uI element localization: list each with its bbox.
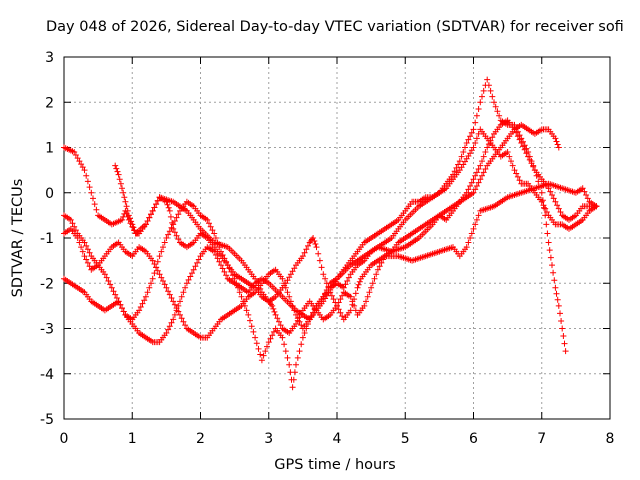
series-5-markers <box>112 121 562 336</box>
series-1-markers <box>61 144 600 323</box>
series-1 <box>61 144 600 323</box>
series-3-markers <box>61 117 600 341</box>
x-tick-label: 5 <box>401 431 410 447</box>
y-tick-label: 0 <box>45 186 54 202</box>
series-3 <box>61 117 600 341</box>
x-tick-label: 1 <box>128 431 137 447</box>
y-axis-label: SDTVAR / TECUs <box>10 178 26 298</box>
x-axis-label: GPS time / hours <box>274 457 396 473</box>
x-tick-label: 6 <box>469 431 478 447</box>
data-points <box>61 76 600 391</box>
y-tick-label: 1 <box>45 141 54 157</box>
x-tick-label: 7 <box>537 431 546 447</box>
series-5 <box>112 121 562 336</box>
y-tick-label: -5 <box>40 412 54 428</box>
chart-title: Day 048 of 2026, Sidereal Day-to-day VTE… <box>46 19 624 35</box>
y-tick-label: -3 <box>40 322 54 338</box>
y-tick-label: -1 <box>40 231 54 247</box>
series-4-markers <box>61 76 569 391</box>
x-tick-label: 4 <box>333 431 342 447</box>
x-tick-label: 2 <box>196 431 205 447</box>
y-tick-label: 3 <box>45 50 54 66</box>
y-tick-label: -4 <box>40 367 54 383</box>
tick-labels: 0 1 2 3 4 5 6 7 8 -5 -4 -3 -2 -1 0 1 2 3 <box>40 50 614 447</box>
y-tick-label: 2 <box>45 95 54 111</box>
x-tick-label: 0 <box>60 431 69 447</box>
x-tick-label: 8 <box>606 431 615 447</box>
y-tick-label: -2 <box>40 276 54 292</box>
x-tick-label: 3 <box>264 431 273 447</box>
series-4 <box>61 76 569 391</box>
grid-lines <box>64 57 610 419</box>
